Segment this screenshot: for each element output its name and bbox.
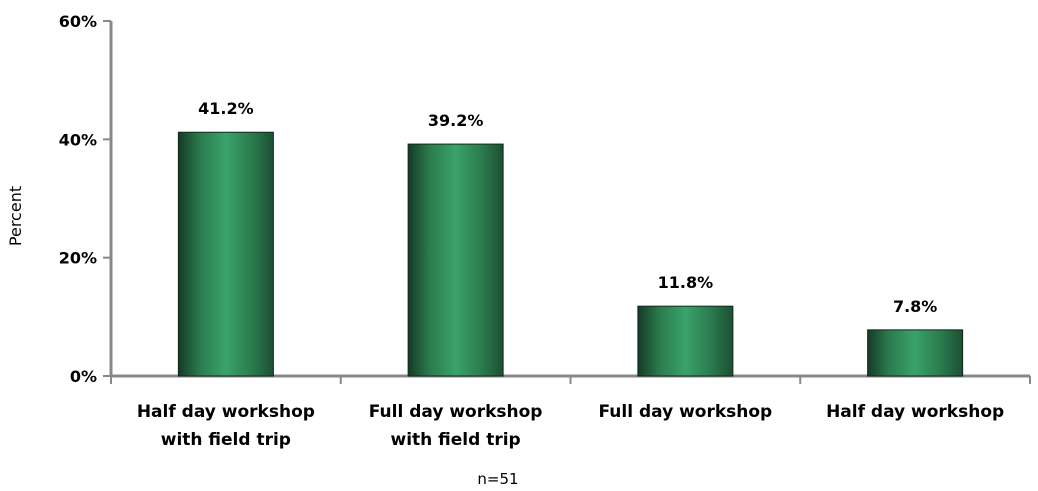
y-tick-label: 40% xyxy=(59,130,97,149)
bar xyxy=(407,143,504,377)
bar xyxy=(177,131,274,377)
y-tick-label: 0% xyxy=(70,367,97,386)
data-label: 41.2% xyxy=(198,99,254,118)
sample-size-note: n=51 xyxy=(477,470,518,488)
x-category-label: with field trip xyxy=(161,430,291,450)
x-axis: Half day workshop with field trip Full day… xyxy=(110,374,1031,450)
bar xyxy=(867,329,964,377)
x-category-label: Half day workshop xyxy=(826,402,1004,422)
bar xyxy=(637,305,734,377)
x-category-label: with field trip xyxy=(391,430,521,450)
data-labels: 41.2% 39.2% 11.8% 7.8% xyxy=(198,99,937,316)
x-category-label: Full day workshop xyxy=(369,402,543,422)
bars xyxy=(177,131,964,377)
x-category-label: Half day workshop xyxy=(137,402,315,422)
y-tick-label: 20% xyxy=(59,249,97,268)
data-label: 11.8% xyxy=(658,273,714,292)
y-axis: 0% 20% 40% 60% xyxy=(59,12,113,386)
data-label: 7.8% xyxy=(893,297,937,316)
y-tick-label: 60% xyxy=(59,12,97,31)
x-category-label: Full day workshop xyxy=(599,402,773,422)
data-label: 39.2% xyxy=(428,111,484,130)
y-axis-title: Percent xyxy=(6,186,25,246)
